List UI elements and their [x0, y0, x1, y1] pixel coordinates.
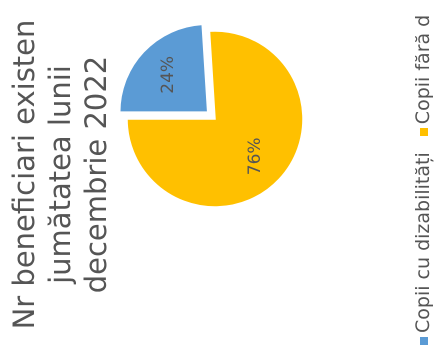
- legend-label-copii-fara-dizabilitati: Copii fără d: [412, 14, 434, 125]
- legend-swatch-copii-fara-dizabilitati: [419, 128, 428, 137]
- data-label-copii-fara-dizabilitati: 76%: [245, 137, 265, 175]
- legend-entry-copii-cu-dizabilitati: Copii cu dizabilități: [408, 152, 438, 345]
- legend-swatch-copii-cu-dizabilitati: [419, 337, 428, 345]
- pie-slice-copii-cu-dizabilitati: [118, 23, 209, 113]
- chart-legend: Copii cu dizabilități Copii fără d: [408, 0, 438, 345]
- legend-entry-copii-fara-dizabilitati: Copii fără d: [408, 14, 438, 137]
- legend-label-copii-cu-dizabilitati: Copii cu dizabilități: [412, 152, 434, 333]
- pie-slice-copii-fara-dizabilitati: [126, 30, 304, 208]
- data-label-copii-cu-dizabilitati: 24%: [158, 56, 178, 94]
